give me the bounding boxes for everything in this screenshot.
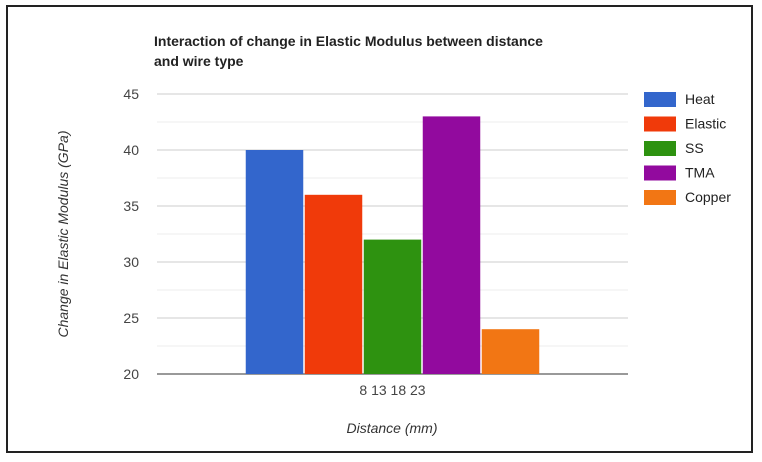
x-tick-label: 8 13 18 23	[359, 382, 425, 398]
y-axis-ticks: 20 25 30 35 40 45	[123, 86, 139, 382]
legend-label: Elastic	[685, 116, 726, 132]
bar-ss	[363, 239, 422, 374]
y-tick-label: 30	[123, 254, 139, 270]
y-tick-label: 45	[123, 86, 139, 102]
bar-elastic	[304, 194, 363, 374]
y-tick-label: 20	[123, 366, 139, 382]
chart-frame	[6, 5, 753, 453]
x-axis-title: Distance (mm)	[346, 420, 437, 436]
legend-swatch	[644, 141, 676, 156]
bar-heat	[245, 150, 304, 374]
legend-label: TMA	[685, 165, 715, 181]
legend: Heat Elastic SS TMA Copper	[644, 91, 731, 205]
x-axis-ticks: 8 13 18 23	[359, 382, 425, 398]
legend-swatch	[644, 92, 676, 107]
legend-label: Heat	[685, 91, 715, 107]
y-tick-label: 25	[123, 310, 139, 326]
legend-label: SS	[685, 140, 704, 156]
gridlines	[157, 93, 628, 375]
legend-swatch	[644, 116, 676, 132]
bar-tma	[422, 116, 481, 375]
bar-copper	[481, 329, 540, 374]
legend-swatch	[644, 190, 676, 205]
legend-label: Copper	[685, 189, 731, 205]
y-axis-title: Change in Elastic Modulus (GPa)	[55, 131, 71, 338]
bars	[245, 116, 540, 375]
chart-title-line-1: Interaction of change in Elastic Modulus…	[154, 33, 543, 49]
chart-title-line-2: and wire type	[154, 53, 244, 69]
y-tick-label: 40	[123, 142, 139, 158]
legend-swatch	[644, 165, 676, 181]
y-tick-label: 35	[123, 198, 139, 214]
